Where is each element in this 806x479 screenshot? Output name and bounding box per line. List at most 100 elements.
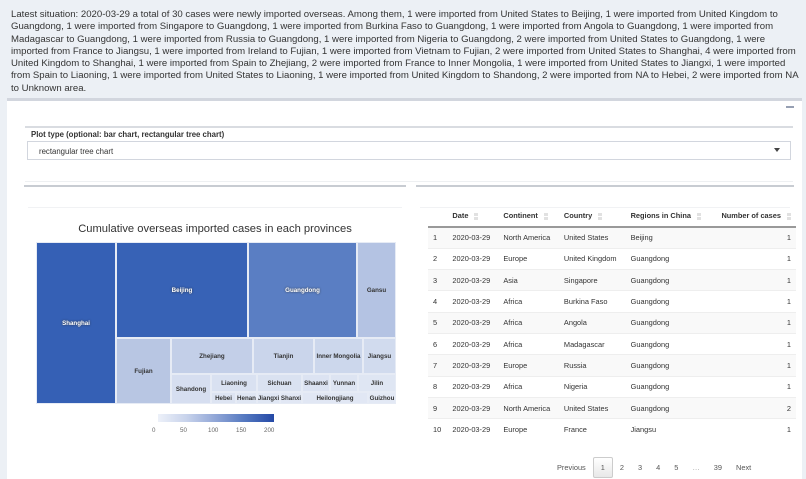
colorbar-tick: 100 [208,427,219,434]
treemap-tile-henan[interactable]: Henan [236,392,257,404]
caret-down-icon [774,148,780,152]
table-cell: Guangdong [625,290,712,313]
table-cell: 2020-03-29 [447,311,499,334]
table-cell: United States [558,396,626,419]
table-cell: 10 [428,418,448,440]
treemap-tile-gansu[interactable]: Gansu [357,242,396,338]
table-cell: 2020-03-29 [447,332,499,355]
treemap-tile-jilin[interactable]: Jilin [358,374,396,392]
treemap-tile-guizhou[interactable]: Guizhou [368,392,396,404]
table-cell: Madagascar [558,332,626,355]
table-cell: France [558,418,626,440]
table-row[interactable]: 4 2020-03-29 Africa Burkina Faso Guangdong 1 [428,290,796,313]
treemap-tile-shanghai[interactable]: Shanghai [36,242,116,404]
treemap-tile-liaoning[interactable]: Liaoning [211,374,257,392]
sort-icon [598,212,603,220]
table-cell: 2020-03-29 [447,247,499,270]
page-4-button[interactable]: 4 [656,463,661,472]
table-cell: 2020-03-29 [447,396,499,419]
table-cell: Guangdong [625,354,712,377]
col-header-continent[interactable]: Continent [498,205,559,228]
table-cell: 1 [711,290,796,313]
treemap-tile-shanxi[interactable]: Shanxi [280,392,302,404]
table-header-row: Date Continent Country Regions in China … [428,205,796,228]
treemap-tile-tianjin[interactable]: Tianjin [253,338,314,374]
treemap-tile-shaanxi[interactable]: Shaanxi [302,374,330,392]
treemap-tile-inner-mongolia[interactable]: Inner Mongolia [314,338,363,374]
page-3-button[interactable]: 3 [638,463,643,472]
table-cell: North America [498,396,559,419]
box-divider [25,126,793,128]
treemap-tile-hebei[interactable]: Hebei [211,392,236,404]
next-button[interactable]: Next [736,463,752,472]
sort-icon [474,212,479,220]
table-cell: 4 [428,290,448,313]
treemap-tile-jiangxi[interactable]: Jiangxi [257,392,280,404]
table-cell: United States [558,226,626,249]
table-cell: Guangdong [625,396,712,419]
table-cell: 9 [428,396,448,419]
table-cell: Jiangsu [625,418,712,440]
table-cell: 3 [428,269,448,291]
treemap-tile-guangdong[interactable]: Guangdong [248,242,357,338]
table-cell: Guangdong [625,375,712,398]
table-cell: Russia [558,354,626,377]
table-cell: Africa [498,375,559,398]
table-cell: 2020-03-29 [447,269,499,291]
col-header-index [428,205,448,228]
table-row[interactable]: 7 2020-03-29 Europe Russia Guangdong 1 [428,354,796,377]
treemap-tile-yunnan[interactable]: Yunnan [330,374,358,392]
table-row[interactable]: 3 2020-03-29 Asia Singapore Guangdong 1 [428,269,796,291]
treemap-tile-heilongjiang[interactable]: Heilongjiang [302,392,368,404]
table-cell: 1 [711,332,796,355]
table-cell: Africa [498,311,559,334]
table-cell: 1 [711,311,796,334]
page-39-button[interactable]: 39 [713,463,723,472]
table-cell: Europe [498,418,559,440]
table-cell: Europe [498,354,559,377]
table-cell: 1 [711,269,796,291]
table-row[interactable]: 9 2020-03-29 North America United States Gua… [428,396,796,419]
table-cell: Nigeria [558,375,626,398]
pagination-ellipsis: … [692,463,700,472]
latest-situation-text: Latest situation: 2020-03-29 a total of … [11,9,799,94]
table-cell: United Kingdom [558,247,626,270]
header-label: Number of cases [721,211,781,220]
plot-type-value: rectangular tree chart [39,147,114,156]
pagination: Previous 1 2 3 4 5 … 39 Next [550,457,758,478]
page-5-button[interactable]: 5 [674,463,679,472]
minus-icon[interactable] [786,106,794,108]
treemap-tile-shandong[interactable]: Shandong [171,374,211,404]
treemap-tile-zhejiang[interactable]: Zhejiang [171,338,253,374]
table-row[interactable]: 8 2020-03-29 Africa Nigeria Guangdong 1 [428,375,796,398]
table-cell: 2020-03-29 [447,375,499,398]
plot-type-select[interactable]: rectangular tree chart [27,141,791,160]
header-label: Regions in China [630,211,691,220]
page-1-button[interactable]: 1 [592,457,613,478]
previous-button[interactable]: Previous [557,463,586,472]
table-row[interactable]: 2 2020-03-29 Europe United Kingdom Guangdong… [428,247,796,270]
plot-box: Plot type (optional: bar chart, rectangu… [7,98,802,479]
table-cell: 1 [711,247,796,270]
table-cell: 1 [711,375,796,398]
cases-table: Date Continent Country Regions in China … [428,205,796,440]
col-header-cases[interactable]: Number of cases [711,205,796,228]
table-row[interactable]: 5 2020-03-29 Africa Angola Guangdong 1 [428,311,796,334]
col-header-region[interactable]: Regions in China [625,205,712,228]
table-cell: Guangdong [625,247,712,270]
table-row[interactable]: 1 2020-03-29 North America United States Bei… [428,226,796,249]
treemap-tile-jiangsu[interactable]: Jiangsu [363,338,396,374]
treemap-tile-beijing[interactable]: Beijing [116,242,248,338]
page-2-button[interactable]: 2 [619,463,625,472]
sort-icon [696,212,701,220]
col-header-country[interactable]: Country [558,205,626,228]
table-row[interactable]: 10 2020-03-29 Europe France Jiangsu 1 [428,418,796,440]
treemap-tile-sichuan[interactable]: Sichuan [257,374,302,392]
table-row[interactable]: 6 2020-03-29 Africa Madagascar Guangdong 1 [428,332,796,355]
table-cell: Europe [498,247,559,270]
treemap-tile-fujian[interactable]: Fujian [116,338,171,404]
table-cell: Singapore [558,269,626,291]
col-header-date[interactable]: Date [447,205,499,228]
table-panel: Date Continent Country Regions in China … [416,185,796,479]
table-cell: 1 [428,226,448,249]
